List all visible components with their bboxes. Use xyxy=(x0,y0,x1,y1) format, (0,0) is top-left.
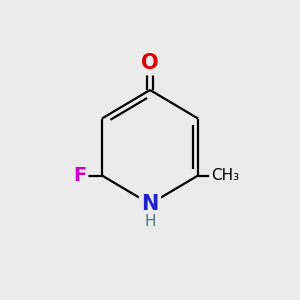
Text: O: O xyxy=(141,53,159,73)
Text: H: H xyxy=(144,214,156,229)
Text: CH₃: CH₃ xyxy=(211,168,239,183)
Text: F: F xyxy=(73,166,86,185)
Text: N: N xyxy=(141,194,159,214)
